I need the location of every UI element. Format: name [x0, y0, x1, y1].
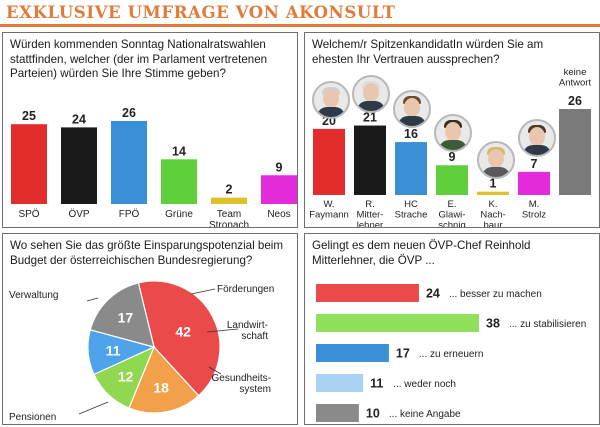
- data-label: 11: [370, 377, 383, 391]
- bar: [316, 284, 419, 302]
- data-label: 9: [449, 150, 456, 164]
- category-label: Team Stronach: [209, 209, 249, 227]
- category-label: ... keine Angabe: [389, 409, 461, 420]
- category-label: W. Faymann: [309, 199, 349, 221]
- slice-value: 12: [118, 368, 134, 384]
- bar: [477, 191, 509, 195]
- bar: [161, 159, 197, 204]
- bar: [313, 128, 345, 195]
- question-savings: Wo sehen Sie das größte Einsparungspoten…: [10, 239, 284, 267]
- bar: [11, 124, 47, 204]
- question-party-vote: Würden kommenden Sonntag Nationalratswah…: [10, 38, 268, 80]
- portrait-mitterlehner: [352, 75, 390, 113]
- category-label: Grüne: [165, 209, 193, 220]
- slice-value: 11: [106, 342, 121, 358]
- data-label: 16: [404, 127, 418, 141]
- data-label: 24: [72, 112, 86, 126]
- data-label: 9: [276, 160, 283, 174]
- bar: [261, 175, 297, 204]
- portrait-nachbaur: [477, 141, 515, 179]
- panel-savings: Wo sehen Sie das größte Einsparungspoten…: [2, 233, 298, 425]
- slice-value: 42: [175, 323, 191, 339]
- category-label: ÖVP: [68, 208, 89, 220]
- bar: [316, 314, 479, 332]
- portrait-strache: [393, 90, 431, 128]
- portrait-faymann: [312, 81, 350, 119]
- bar: [316, 344, 389, 362]
- category-label: keine Antwort: [559, 67, 592, 89]
- data-label: 21: [363, 111, 377, 125]
- category-label: Neos: [267, 209, 290, 220]
- category-label: K. Nach-baur: [480, 199, 505, 227]
- data-label: 25: [22, 109, 36, 123]
- category-label: M. Strolz: [522, 199, 547, 221]
- slice-value: 18: [153, 379, 169, 395]
- slice-label: Gesundheits-system: [212, 373, 271, 395]
- slice-label: Verwaltung: [9, 290, 58, 301]
- data-label: 2: [226, 183, 233, 197]
- portrait-strolz: [518, 119, 556, 157]
- pie-slice: [128, 345, 200, 414]
- slice-label: Förderungen: [217, 284, 274, 295]
- bar: [395, 142, 427, 195]
- slice-label: Pensionen: [9, 412, 56, 423]
- bar: [316, 404, 359, 422]
- bar: [436, 165, 468, 195]
- category-label: FPÖ: [119, 208, 140, 220]
- leader-line: [206, 328, 239, 333]
- data-label: 26: [568, 94, 582, 108]
- bar: [211, 197, 247, 204]
- slice-value: 17: [118, 310, 134, 326]
- bar: [559, 109, 591, 195]
- bar: [61, 127, 97, 204]
- data-label: 10: [366, 407, 380, 421]
- leader-line: [78, 401, 109, 415]
- category-label: E. Glawi-schnig: [438, 199, 465, 227]
- category-label: ... zu stabilisieren: [509, 319, 586, 330]
- panel-oevp: Gelingt es dem neuen ÖVP-Chef Reinhold M…: [304, 233, 600, 425]
- page-title: EXKLUSIVE UMFRAGE VON AKONSULT: [6, 3, 396, 22]
- title-rule: [0, 24, 600, 27]
- bar: [518, 171, 550, 195]
- data-label: 17: [396, 347, 410, 361]
- leader-line: [190, 288, 216, 295]
- data-label: 14: [172, 144, 186, 158]
- category-label: SPÖ: [18, 208, 39, 220]
- data-label: 24: [426, 287, 440, 301]
- category-label: ... zu erneuern: [419, 349, 483, 360]
- pie-slice: [89, 282, 155, 348]
- portrait-glawischnig: [434, 114, 472, 152]
- question-oevp: Gelingt es dem neuen ÖVP-Chef Reinhold M…: [312, 239, 531, 267]
- bar: [316, 374, 364, 392]
- pie-slice: [137, 280, 221, 397]
- category-label: ... weder noch: [393, 379, 456, 390]
- category-label: ... besser zu machen: [449, 289, 542, 300]
- category-label: R. Mitter-lehner: [357, 199, 384, 227]
- panel-candidate-trust: Welchem/r SpitzenkandidatIn würden Sie a…: [304, 32, 600, 228]
- leader-line: [86, 297, 99, 302]
- question-candidate-trust: Welchem/r SpitzenkandidatIn würden Sie a…: [312, 38, 544, 66]
- oevp-chart: 24 ... besser zu machen 38 ... zu stabilisi…: [316, 284, 586, 422]
- bar: [111, 121, 147, 204]
- bar: [354, 125, 386, 195]
- panel-party-vote: Würden kommenden Sonntag Nationalratswah…: [2, 32, 298, 228]
- savings-pie-chart: 42 Verwaltung 18 Förderungen 12 Landwirt-scha…: [9, 280, 274, 423]
- data-label: 7: [531, 157, 538, 171]
- data-label: 1: [490, 177, 497, 191]
- data-label: 26: [122, 106, 136, 120]
- slice-label: Landwirt-schaft: [227, 320, 268, 342]
- party-vote-chart: 25 SPÖ 24 ÖVP 26 FPÖ 14 Grüne 2 Team Stronach 9 Neos: [11, 106, 297, 227]
- data-label: 38: [486, 317, 500, 331]
- leader-line: [208, 366, 222, 375]
- category-label: HC Strache: [395, 199, 428, 221]
